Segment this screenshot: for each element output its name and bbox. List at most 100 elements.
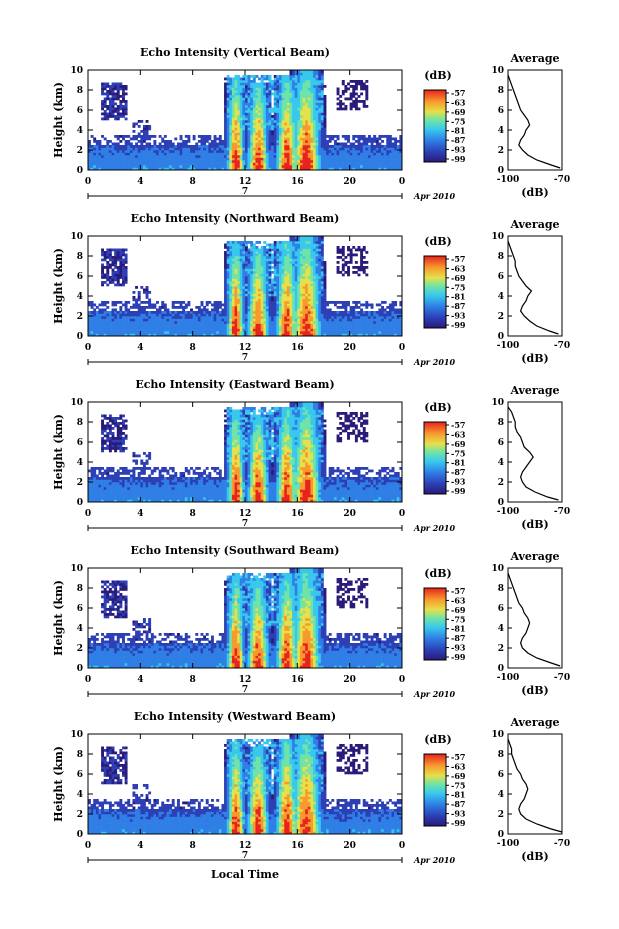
heatmap-cell — [93, 326, 97, 329]
heatmap-cell — [286, 241, 290, 244]
heatmap-cell — [286, 318, 290, 322]
heatmap-cell — [255, 266, 259, 269]
heatmap-cell — [250, 256, 254, 259]
heatmap-cell — [247, 278, 251, 282]
heatmap-cell — [127, 313, 131, 317]
heatmap-cell — [231, 132, 235, 136]
heatmap-cell — [247, 326, 251, 329]
heatmap-cell — [310, 303, 314, 307]
heatmap-cell — [307, 70, 311, 73]
heatmap-cell — [268, 155, 272, 158]
heatmap-cell — [394, 150, 398, 153]
heatmap-cell — [292, 261, 296, 264]
heatmap-cell — [281, 87, 285, 91]
heatmap-cell — [153, 326, 157, 329]
heatmap-cell — [140, 328, 144, 332]
heatmap-cell — [242, 296, 246, 299]
heatmap-cell — [265, 321, 269, 324]
heatmap-cell — [135, 333, 139, 337]
heatmap-cell — [129, 328, 133, 332]
heatmap-cell — [284, 253, 288, 257]
heatmap-cell — [140, 147, 144, 151]
heatmap-cell — [305, 145, 309, 148]
heatmap-cell — [103, 316, 107, 319]
heatmap-cell — [229, 288, 233, 292]
heatmap-cell — [279, 326, 282, 329]
heatmap-cell — [299, 90, 303, 93]
heatmap-cell — [106, 92, 110, 96]
heatmap-cell — [258, 145, 261, 148]
heatmap-cell — [271, 132, 275, 136]
heatmap-cell — [310, 125, 314, 128]
heatmap-cell — [148, 323, 152, 327]
heatmap-cell — [318, 326, 322, 329]
heatmap-cell — [245, 165, 248, 168]
heatmap-cell — [396, 162, 400, 166]
heatmap-cell — [367, 165, 371, 168]
heatmap-cell — [101, 160, 104, 163]
heatmap-cell — [124, 308, 128, 312]
heatmap-cell — [307, 296, 311, 299]
heatmap-cell — [210, 331, 214, 334]
heatmap-cell — [263, 145, 267, 148]
heatmap-cell — [90, 157, 94, 161]
heatmap-cell — [210, 333, 214, 337]
heatmap-cell — [250, 142, 254, 146]
heatmap-cell — [258, 266, 261, 269]
chart-title: Echo Intensity (Vertical Beam) — [140, 46, 330, 59]
average-y-tick-label: 2 — [498, 146, 504, 156]
heatmap-cell — [122, 145, 125, 148]
heatmap-cell — [284, 127, 288, 131]
heatmap-cell — [328, 162, 332, 166]
heatmap-cell — [237, 160, 241, 163]
heatmap-cell — [260, 87, 264, 91]
heatmap-cell — [119, 105, 123, 108]
heatmap-cell — [354, 105, 358, 108]
heatmap-cell — [145, 130, 149, 133]
heatmap-cell — [339, 150, 343, 153]
heatmap-cell — [299, 135, 303, 138]
heatmap-cell — [237, 271, 241, 274]
heatmap-cell — [122, 321, 125, 324]
heatmap-cell — [247, 165, 251, 168]
heatmap-cell — [255, 97, 259, 101]
heatmap-cell — [119, 306, 123, 309]
heatmap-cell — [119, 328, 123, 332]
heatmap-cell — [318, 288, 322, 292]
heatmap-cell — [276, 331, 280, 334]
heatmap-cell — [156, 308, 159, 312]
heatmap-cell — [192, 152, 196, 156]
heatmap-cell — [142, 291, 146, 294]
heatmap-cell — [365, 95, 369, 98]
heatmap-cell — [229, 313, 233, 317]
heatmap-cell — [331, 167, 335, 171]
heatmap-cell — [200, 328, 204, 332]
heatmap-cell — [307, 97, 311, 101]
heatmap-cell — [367, 140, 371, 143]
heatmap-cell — [124, 276, 128, 279]
heatmap-cell — [140, 135, 144, 138]
heatmap-cell — [320, 140, 324, 143]
heatmap-cell — [239, 323, 243, 327]
heatmap-cell — [250, 243, 254, 247]
heatmap-cell — [176, 167, 180, 171]
heatmap-cell — [245, 288, 248, 292]
heatmap-cell — [205, 155, 209, 158]
heatmap-cell — [247, 296, 251, 299]
heatmap-cell — [258, 112, 261, 116]
heatmap-cell — [122, 316, 125, 319]
heatmap-cell — [239, 152, 243, 156]
heatmap-cell — [323, 167, 327, 171]
heatmap-cell — [114, 313, 118, 317]
heatmap-cell — [231, 137, 235, 141]
heatmap-cell — [271, 256, 275, 259]
heatmap-cell — [216, 318, 220, 322]
heatmap-cell — [318, 273, 322, 277]
heatmap-cell — [292, 150, 296, 153]
heatmap-cell — [281, 162, 285, 166]
heatmap-cell — [292, 87, 296, 91]
heatmap-cell — [252, 243, 256, 247]
heatmap-cell — [224, 110, 227, 113]
heatmap-cell — [331, 135, 335, 138]
heatmap-cell — [179, 157, 183, 161]
